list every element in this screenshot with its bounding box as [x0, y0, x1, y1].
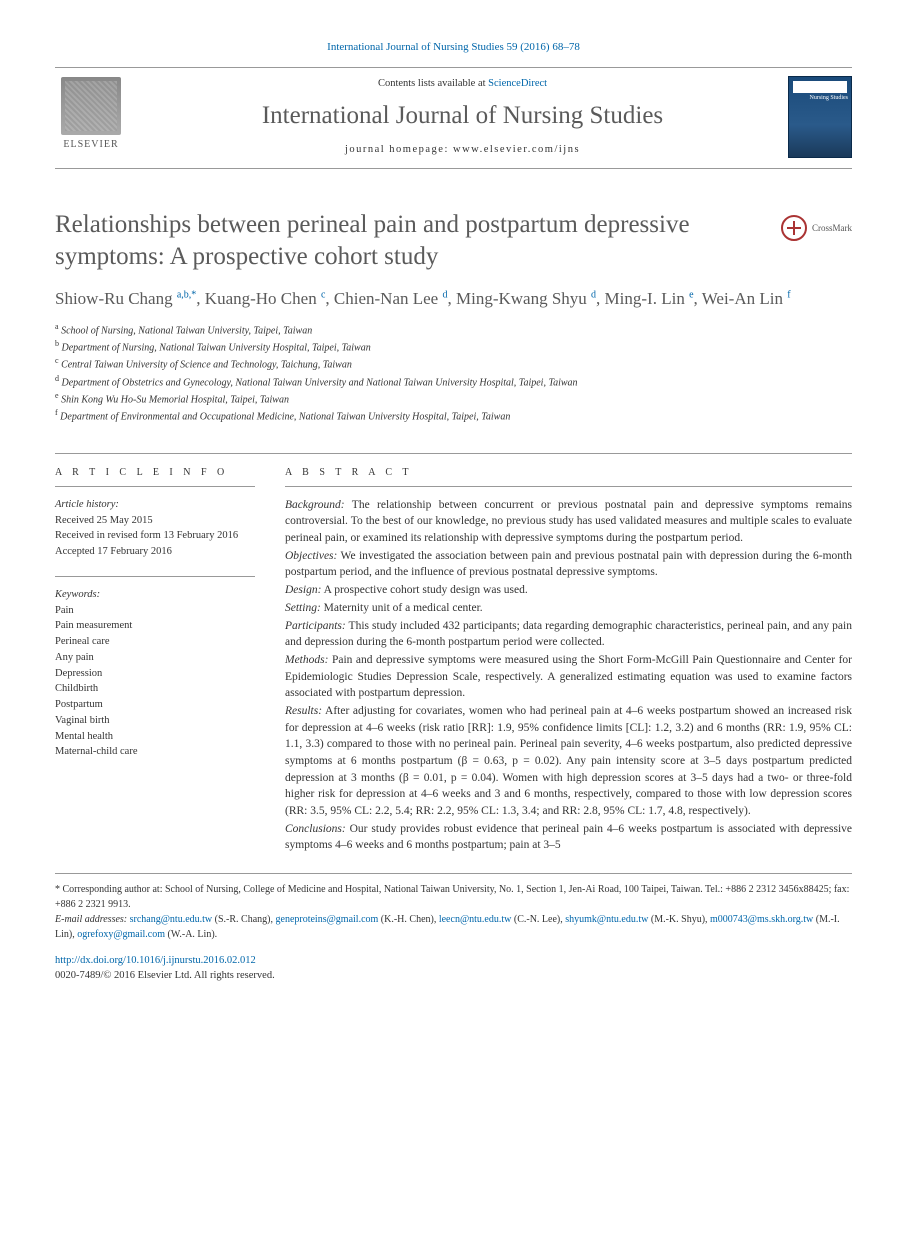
history-label: Article history:: [55, 497, 255, 513]
emails-line: E-mail addresses: srchang@ntu.edu.tw (S.…: [55, 912, 852, 942]
keywords-block: Keywords: PainPain measurementPerineal c…: [55, 587, 255, 760]
abstract-section: Participants: This study included 432 pa…: [285, 618, 852, 651]
crossmark-icon: [781, 215, 807, 241]
keywords-label: Keywords:: [55, 587, 255, 603]
header-center: Contents lists available at ScienceDirec…: [137, 77, 788, 157]
keyword: Childbirth: [55, 681, 255, 697]
contents-prefix: Contents lists available at: [378, 78, 488, 89]
article-page: International Journal of Nursing Studies…: [0, 0, 907, 1013]
keyword: Depression: [55, 666, 255, 682]
elsevier-text: ELSEVIER: [63, 138, 118, 152]
info-divider: [55, 576, 255, 577]
keyword: Maternal-child care: [55, 744, 255, 760]
email-link[interactable]: ogrefoxy@gmail.com: [77, 929, 165, 940]
keyword: Vaginal birth: [55, 713, 255, 729]
elsevier-logo[interactable]: ELSEVIER: [55, 77, 127, 157]
abstract-column: A B S T R A C T Background: The relation…: [285, 454, 852, 855]
abstract-body: Background: The relationship between con…: [285, 497, 852, 854]
email-attribution: (K.-H. Chen),: [378, 914, 439, 925]
keyword: Pain: [55, 603, 255, 619]
abstract-section: Setting: Maternity unit of a medical cen…: [285, 600, 852, 617]
email-link[interactable]: shyumk@ntu.edu.tw: [565, 914, 648, 925]
email-attribution: (S.-R. Chang),: [212, 914, 275, 925]
crossmark-badge[interactable]: CrossMark: [781, 215, 852, 241]
corresponding-author: * Corresponding author at: School of Nur…: [55, 882, 852, 942]
footer-separator: [55, 873, 852, 874]
keyword: Any pain: [55, 650, 255, 666]
email-link[interactable]: leecn@ntu.edu.tw: [439, 914, 512, 925]
title-row: Relationships between perineal pain and …: [55, 209, 852, 272]
homepage-url: www.elsevier.com/ijns: [453, 144, 580, 155]
elsevier-tree-icon: [61, 77, 121, 135]
keyword: Postpartum: [55, 697, 255, 713]
abstract-section: Results: After adjusting for covariates,…: [285, 703, 852, 820]
crossmark-label: CrossMark: [812, 222, 852, 235]
affiliations-list: a School of Nursing, National Taiwan Uni…: [55, 321, 852, 425]
article-info-column: A R T I C L E I N F O Article history: R…: [55, 454, 255, 855]
keyword: Perineal care: [55, 634, 255, 650]
corr-text: School of Nursing, College of Medicine a…: [55, 884, 849, 910]
email-attribution: (M.-K. Shyu),: [648, 914, 710, 925]
cover-thumb-label: Nursing Studies: [809, 95, 848, 102]
email-link[interactable]: m000743@ms.skh.org.tw: [710, 914, 813, 925]
affiliation-line: f Department of Environmental and Occupa…: [55, 407, 852, 424]
citation-link[interactable]: International Journal of Nursing Studies…: [327, 41, 580, 53]
affiliation-line: c Central Taiwan University of Science a…: [55, 355, 852, 372]
journal-cover-thumb[interactable]: Nursing Studies: [788, 76, 852, 158]
email-link[interactable]: srchang@ntu.edu.tw: [130, 914, 213, 925]
affiliation-line: b Department of Nursing, National Taiwan…: [55, 338, 852, 355]
abstract-section: Conclusions: Our study provides robust e…: [285, 821, 852, 854]
abstract-section: Design: A prospective cohort study desig…: [285, 582, 852, 599]
email-link[interactable]: geneproteins@gmail.com: [276, 914, 379, 925]
article-title: Relationships between perineal pain and …: [55, 209, 735, 272]
homepage-line: journal homepage: www.elsevier.com/ijns: [137, 143, 788, 158]
abstract-header: A B S T R A C T: [285, 454, 852, 487]
sciencedirect-link[interactable]: ScienceDirect: [488, 78, 547, 89]
abstract-section: Objectives: We investigated the associat…: [285, 548, 852, 581]
contents-line: Contents lists available at ScienceDirec…: [137, 77, 788, 92]
article-info-header: A R T I C L E I N F O: [55, 454, 255, 487]
corr-symbol: * Corresponding author at:: [55, 884, 165, 895]
citation-header: International Journal of Nursing Studies…: [55, 40, 852, 55]
content-columns: A R T I C L E I N F O Article history: R…: [55, 453, 852, 855]
abstract-section: Methods: Pain and depressive symptoms we…: [285, 652, 852, 702]
keyword: Mental health: [55, 729, 255, 745]
copyright-line: 0020-7489/© 2016 Elsevier Ltd. All right…: [55, 969, 852, 984]
doi-line: http://dx.doi.org/10.1016/j.ijnurstu.201…: [55, 954, 852, 969]
affiliation-line: a School of Nursing, National Taiwan Uni…: [55, 321, 852, 338]
homepage-prefix: journal homepage:: [345, 144, 453, 155]
email-attribution: (C.-N. Lee),: [511, 914, 565, 925]
doi-link[interactable]: http://dx.doi.org/10.1016/j.ijnurstu.201…: [55, 955, 256, 966]
affiliation-line: e Shin Kong Wu Ho-Su Memorial Hospital, …: [55, 390, 852, 407]
journal-name: International Journal of Nursing Studies: [137, 98, 788, 133]
history-line: Received in revised form 13 February 201…: [55, 528, 255, 544]
affiliation-line: d Department of Obstetrics and Gynecolog…: [55, 373, 852, 390]
article-history: Article history: Received 25 May 2015Rec…: [55, 497, 255, 560]
history-line: Received 25 May 2015: [55, 513, 255, 529]
abstract-section: Background: The relationship between con…: [285, 497, 852, 547]
emails-label: E-mail addresses:: [55, 914, 130, 925]
email-attribution: (W.-A. Lin): [165, 929, 215, 940]
keyword: Pain measurement: [55, 618, 255, 634]
journal-header-box: ELSEVIER Contents lists available at Sci…: [55, 67, 852, 169]
authors-list: Shiow-Ru Chang a,b,*, Kuang-Ho Chen c, C…: [55, 288, 852, 311]
history-line: Accepted 17 February 2016: [55, 544, 255, 560]
